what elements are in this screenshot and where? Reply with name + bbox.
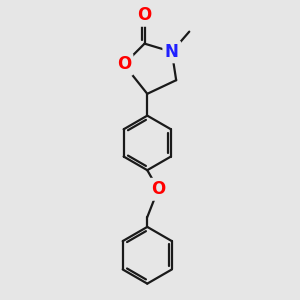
Text: O: O — [117, 56, 131, 74]
Text: N: N — [165, 43, 179, 61]
Text: O: O — [151, 180, 165, 198]
Text: O: O — [137, 6, 152, 24]
